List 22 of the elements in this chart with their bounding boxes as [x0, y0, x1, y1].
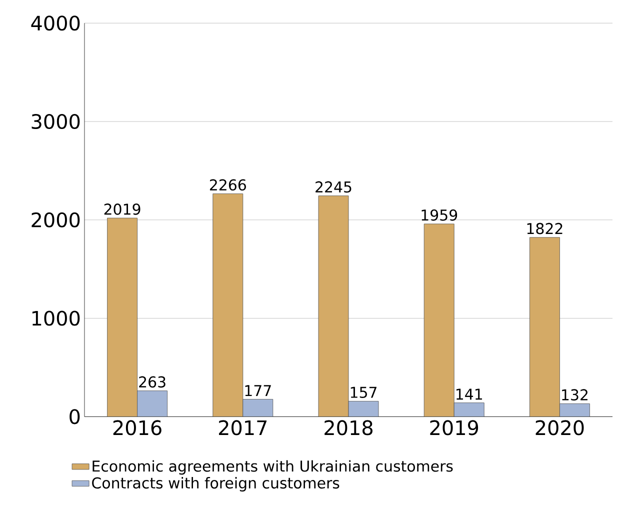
- data-label: 1822: [527, 222, 562, 234]
- y-tick-label: 4000: [31, 16, 80, 31]
- x-tick-label: 2016: [113, 420, 162, 436]
- y-tick-label: 0: [70, 409, 80, 424]
- data-label: 177: [245, 385, 271, 396]
- data-label: 132: [562, 389, 588, 400]
- data-label: 157: [350, 386, 376, 398]
- y-tick-label: 1000: [32, 310, 80, 326]
- data-label: 2245: [316, 181, 352, 193]
- x-tick-label: 2019: [430, 420, 478, 436]
- legend-label: Economic agreements with Ukrainian customers: [92, 460, 453, 475]
- data-label: 141: [456, 388, 482, 400]
- data-label: 2266: [210, 179, 246, 191]
- data-label: 2019: [104, 204, 140, 215]
- data-label: 1959: [422, 209, 458, 221]
- legend-label: Contracts with foreign customers: [92, 477, 340, 492]
- x-tick-label: 2018: [324, 420, 372, 436]
- x-tick-label: 2020: [536, 420, 584, 436]
- data-label: 263: [139, 376, 166, 388]
- y-tick-label: 2000: [32, 212, 80, 228]
- x-tick-label: 2017: [218, 420, 267, 436]
- y-tick-label: 3000: [32, 114, 80, 130]
